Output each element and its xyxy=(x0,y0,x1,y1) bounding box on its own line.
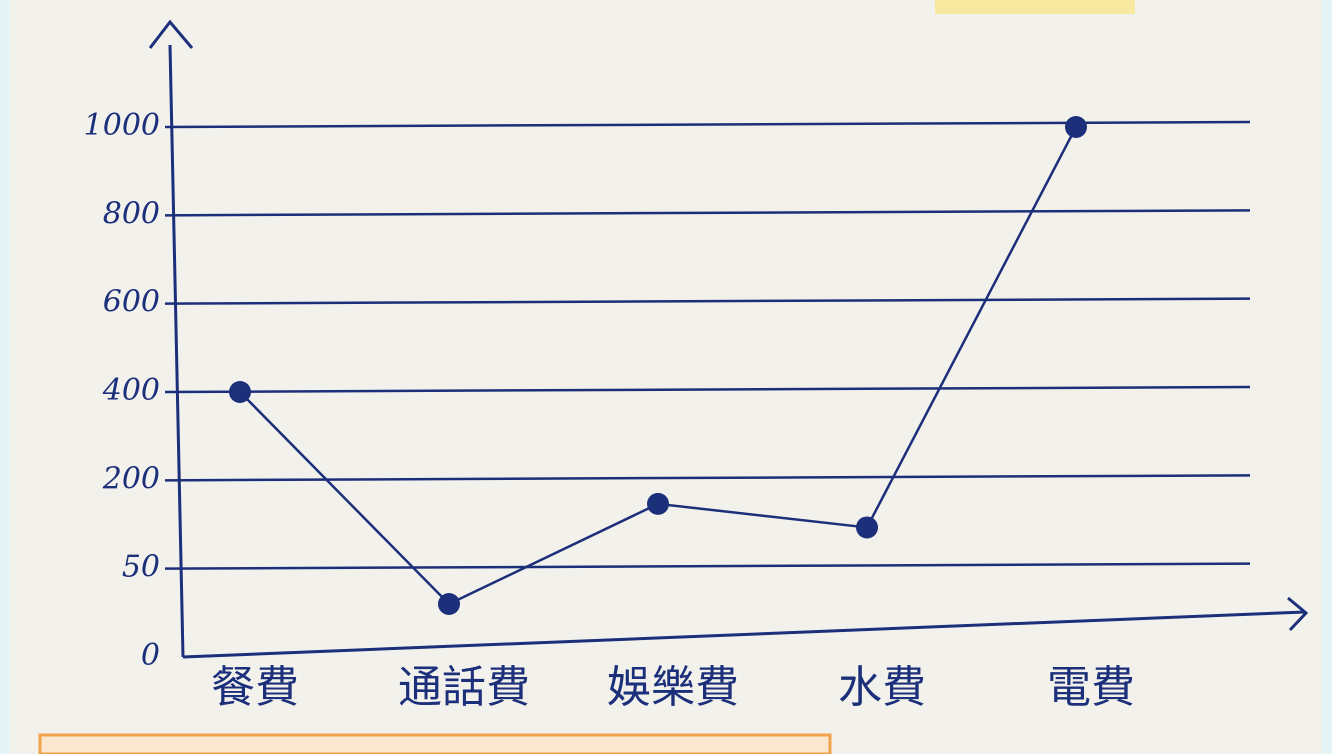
y-tick-label: 50 xyxy=(122,550,160,585)
x-tick-label: 餐費 xyxy=(211,662,299,713)
y-tick-label: 200 xyxy=(102,461,160,496)
y-tick-label: 1000 xyxy=(84,108,160,143)
x-tick-label: 電費 xyxy=(1047,662,1135,713)
grid-line xyxy=(164,209,1251,217)
grid-line xyxy=(164,297,1251,305)
x-tick-label: 水費 xyxy=(838,662,926,713)
data-point xyxy=(438,593,460,615)
y-tick-label: 800 xyxy=(103,196,160,231)
axes xyxy=(148,19,1309,659)
data-point xyxy=(647,492,669,515)
data-point xyxy=(1065,116,1087,138)
y-tick-label: 400 xyxy=(102,373,160,408)
y-tick-label: 600 xyxy=(103,285,160,320)
x-tick-label: 通話費 xyxy=(398,662,530,713)
y-tick-label: 0 xyxy=(141,638,160,673)
x-axis xyxy=(182,610,1306,659)
sticky-note xyxy=(935,0,1135,14)
x-arrow xyxy=(1287,596,1309,632)
grid-line xyxy=(164,562,1251,570)
x-tick-label: 娛樂費 xyxy=(607,662,739,713)
annotation-box xyxy=(38,733,832,754)
grid-line xyxy=(164,385,1251,394)
y-axis xyxy=(168,44,185,658)
data-point xyxy=(229,381,251,403)
grid-line xyxy=(164,474,1251,482)
data-point xyxy=(856,516,878,539)
y-arrow xyxy=(148,19,194,49)
paper xyxy=(10,0,1322,754)
